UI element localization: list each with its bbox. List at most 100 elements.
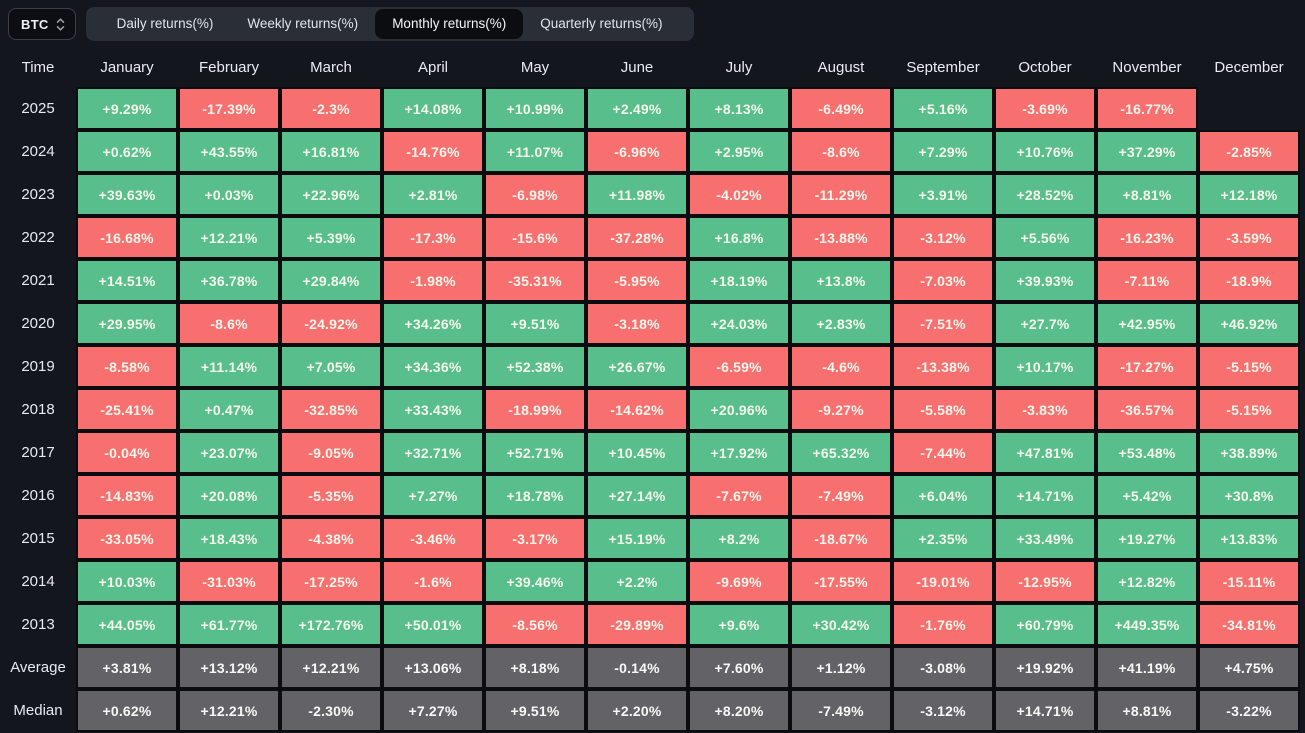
return-cell: -16.77% — [1096, 87, 1198, 130]
return-cell: -8.56% — [484, 603, 586, 646]
return-cell: -16.23% — [1096, 216, 1198, 259]
column-header-time: Time — [21, 58, 55, 76]
return-cell: +65.32% — [790, 431, 892, 474]
return-cell: +8.20% — [688, 689, 790, 732]
return-cell: +2.81% — [382, 173, 484, 216]
table-row-2025: 2025 +9.29% -17.39% -2.3% +14.08% +10.99% +2.4… — [0, 87, 1300, 130]
return-cell: -24.92% — [280, 302, 382, 345]
return-cell: +27.7% — [994, 302, 1096, 345]
return-cell: +60.79% — [994, 603, 1096, 646]
tab-weekly-returns[interactable]: Weekly returns(%) — [247, 16, 359, 31]
return-cell: -3.18% — [586, 302, 688, 345]
return-cell: +9.51% — [484, 689, 586, 732]
return-cell: +26.67% — [586, 345, 688, 388]
return-cell: +23.07% — [178, 431, 280, 474]
return-cell: -0.14% — [586, 646, 688, 689]
return-cell: +9.51% — [484, 302, 586, 345]
table-row-2015: 2015 -33.05% +18.43% -4.38% -3.46% -3.17% +15.… — [0, 517, 1300, 560]
return-cell: +10.03% — [76, 560, 178, 603]
tab-daily-returns[interactable]: Daily returns(%) — [116, 16, 214, 31]
return-cell: +2.2% — [586, 560, 688, 603]
return-cell: +30.8% — [1198, 474, 1300, 517]
return-cell: +7.27% — [382, 474, 484, 517]
return-cell: -18.99% — [484, 388, 586, 431]
return-cell: -4.02% — [688, 173, 790, 216]
return-cell: +12.21% — [280, 646, 382, 689]
return-cell: -29.89% — [586, 603, 688, 646]
return-cell: -16.68% — [76, 216, 178, 259]
updown-arrows-icon — [56, 17, 65, 32]
return-cell: -33.05% — [76, 517, 178, 560]
return-cell: +14.71% — [994, 474, 1096, 517]
return-cell: -7.11% — [1096, 259, 1198, 302]
return-cell: +44.05% — [76, 603, 178, 646]
table-body: 2025 +9.29% -17.39% -2.3% +14.08% +10.99% +2.4… — [0, 87, 1300, 732]
row-label: Average — [10, 659, 66, 676]
table-row-2022: 2022 -16.68% +12.21% +5.39% -17.3% -15.6% -37.… — [0, 216, 1300, 259]
column-header-february: February — [198, 58, 260, 76]
return-cell: -9.05% — [280, 431, 382, 474]
row-label: Median — [13, 702, 63, 719]
column-header-november: November — [1112, 58, 1182, 76]
return-cell: +10.17% — [994, 345, 1096, 388]
return-cell: +39.93% — [994, 259, 1096, 302]
return-cell: +5.39% — [280, 216, 382, 259]
return-cell: +11.14% — [178, 345, 280, 388]
returns-tab-bar: Daily returns(%) Weekly returns(%) Monthly… — [85, 7, 694, 41]
return-cell: +33.43% — [382, 388, 484, 431]
column-header-august: August — [817, 58, 865, 76]
return-cell: -4.38% — [280, 517, 382, 560]
top-toolbar: BTC Daily returns(%) Weekly returns(%) Mon… — [0, 0, 1305, 47]
row-label: 2023 — [21, 186, 55, 203]
return-cell: +33.49% — [994, 517, 1096, 560]
return-cell: -2.3% — [280, 87, 382, 130]
table-row-average: Average +3.81% +13.12% +12.21% +13.06% +8.18%… — [0, 646, 1300, 689]
return-cell: +27.14% — [586, 474, 688, 517]
return-cell: +9.6% — [688, 603, 790, 646]
return-cell: +8.18% — [484, 646, 586, 689]
return-cell: +7.05% — [280, 345, 382, 388]
return-cell: +2.20% — [586, 689, 688, 732]
table-row-2020: 2020 +29.95% -8.6% -24.92% +34.26% +9.51% -3.1… — [0, 302, 1300, 345]
return-cell: +20.08% — [178, 474, 280, 517]
return-cell: -34.81% — [1198, 603, 1300, 646]
symbol-select[interactable]: BTC — [8, 8, 76, 40]
return-cell: -7.49% — [790, 474, 892, 517]
return-cell: +12.82% — [1096, 560, 1198, 603]
tab-quarterly-returns[interactable]: Quarterly returns(%) — [540, 16, 663, 31]
return-cell: -7.44% — [892, 431, 994, 474]
table-row-2014: 2014 +10.03% -31.03% -17.25% -1.6% +39.46% +2.… — [0, 560, 1300, 603]
return-cell: +3.91% — [892, 173, 994, 216]
return-cell: +13.12% — [178, 646, 280, 689]
return-cell: +8.81% — [1096, 689, 1198, 732]
column-header-september: September — [906, 58, 980, 76]
return-cell: -14.62% — [586, 388, 688, 431]
return-cell: +7.27% — [382, 689, 484, 732]
return-cell: -19.01% — [892, 560, 994, 603]
return-cell: +18.43% — [178, 517, 280, 560]
column-header-october: October — [1018, 58, 1072, 76]
return-cell: +449.35% — [1096, 603, 1198, 646]
return-cell: -32.85% — [280, 388, 382, 431]
return-cell: -3.08% — [892, 646, 994, 689]
return-cell: +13.8% — [790, 259, 892, 302]
row-label: 2019 — [21, 358, 55, 375]
row-label: 2016 — [21, 487, 55, 504]
return-cell: -4.6% — [790, 345, 892, 388]
return-cell: +18.19% — [688, 259, 790, 302]
return-cell: +172.76% — [280, 603, 382, 646]
return-cell: +32.71% — [382, 431, 484, 474]
return-cell: +5.42% — [1096, 474, 1198, 517]
return-cell: -5.58% — [892, 388, 994, 431]
return-cell: -9.27% — [790, 388, 892, 431]
return-cell: +39.46% — [484, 560, 586, 603]
return-cell: -31.03% — [178, 560, 280, 603]
row-label: 2015 — [21, 530, 55, 547]
return-cell: -8.6% — [178, 302, 280, 345]
return-cell: +52.38% — [484, 345, 586, 388]
tab-monthly-returns[interactable]: Monthly returns(%) — [375, 9, 524, 39]
return-cell: +46.92% — [1198, 302, 1300, 345]
return-cell: -35.31% — [484, 259, 586, 302]
return-cell: +0.03% — [178, 173, 280, 216]
return-cell: -3.59% — [1198, 216, 1300, 259]
